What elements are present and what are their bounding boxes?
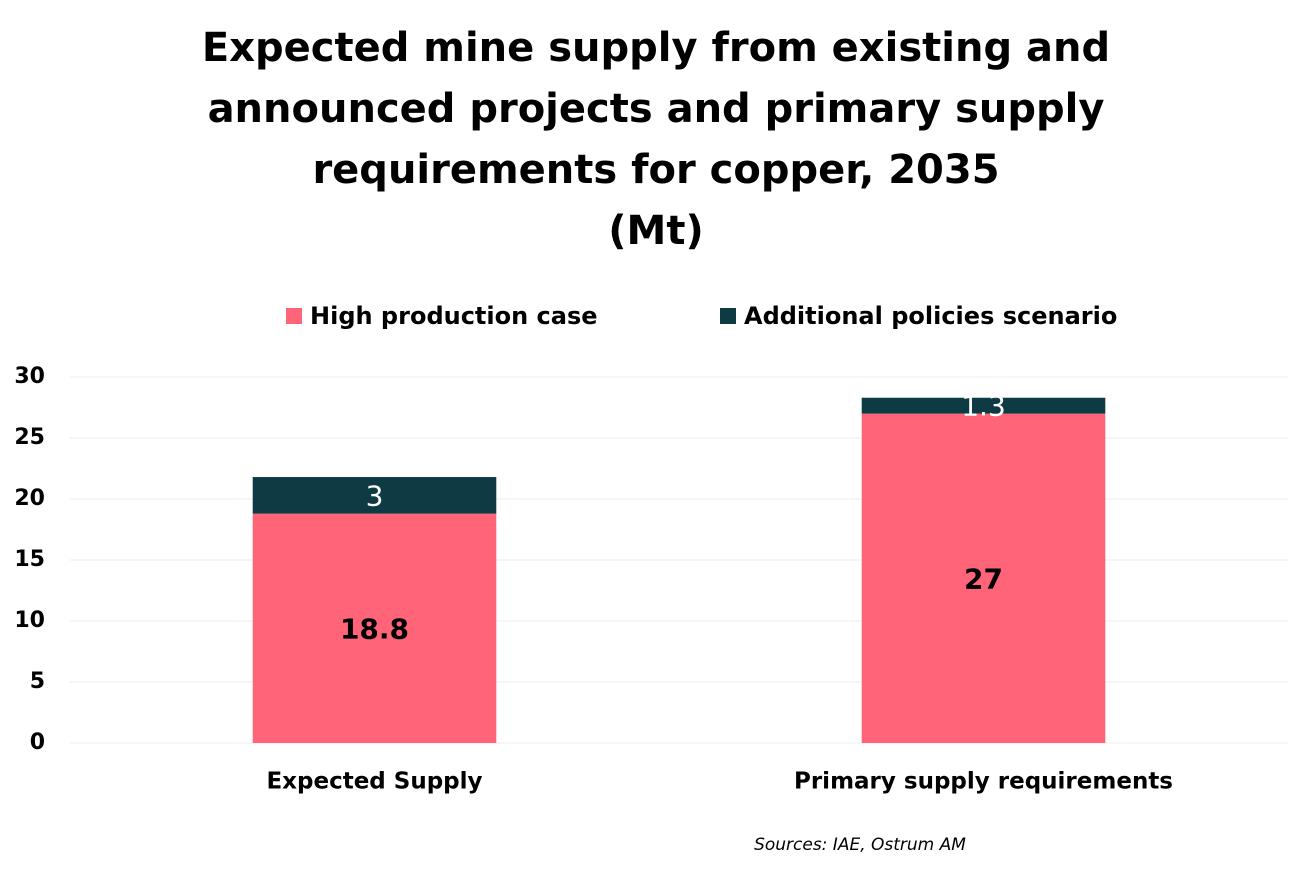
- legend-swatch: [720, 308, 736, 324]
- bar-segment: [861, 413, 1106, 743]
- bar-segment: [861, 397, 1106, 414]
- data-label: 18.8: [340, 612, 409, 645]
- bar-segment: [252, 513, 497, 743]
- legend-swatch: [286, 308, 302, 324]
- y-tick-label: 5: [30, 669, 45, 694]
- y-tick-label: 20: [14, 486, 45, 511]
- data-label: 3: [366, 479, 384, 512]
- y-tick-label: 0: [30, 730, 45, 755]
- x-tick-label: Expected Supply: [266, 769, 482, 795]
- chart-title: Expected mine supply from existing and: [202, 25, 1110, 71]
- x-tick-label: Primary supply requirements: [794, 769, 1173, 795]
- y-tick-label: 10: [14, 608, 45, 633]
- chart-title: announced projects and primary supply: [208, 86, 1105, 132]
- y-tick-label: 15: [14, 547, 45, 572]
- legend-label: Additional policies scenario: [744, 302, 1117, 330]
- chart-title: requirements for copper, 2035: [312, 147, 999, 193]
- source-note: Sources: IAE, Ostrum AM: [754, 835, 966, 855]
- data-label: 1.3: [961, 390, 1006, 423]
- y-tick-label: 25: [14, 425, 45, 450]
- bar-segment: [252, 477, 497, 514]
- legend-label: High production case: [310, 302, 598, 330]
- chart-title: (Mt): [608, 208, 704, 254]
- data-label: 27: [964, 562, 1003, 595]
- y-tick-label: 30: [14, 364, 45, 389]
